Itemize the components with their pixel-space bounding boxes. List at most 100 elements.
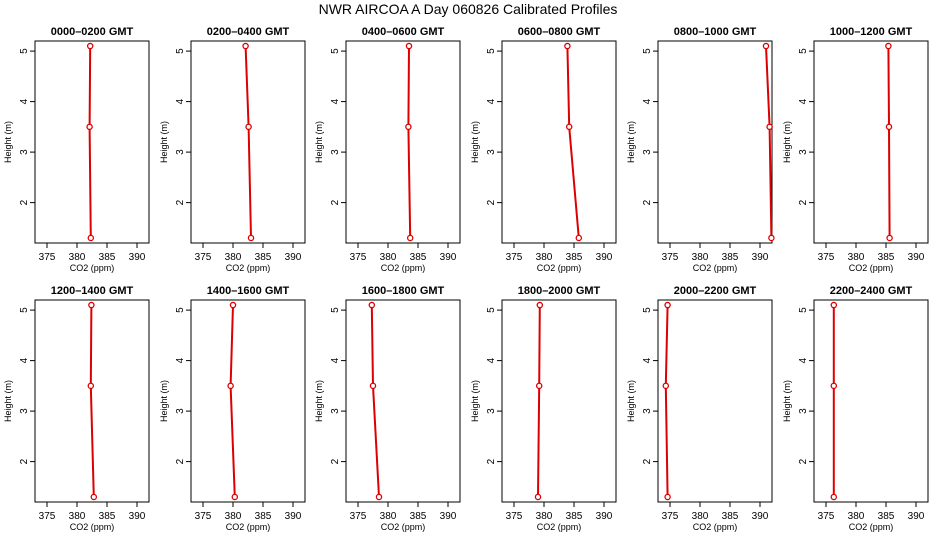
panel-6: 1000–1200 GMT 375 380 385 390 2 3 4 5 CO2 (ppm) He… [782, 26, 929, 273]
y-tick-label: 3 [486, 408, 497, 414]
panel-9: 1600–1800 GMT 375 380 385 390 2 3 4 5 CO2 (ppm) He… [314, 285, 461, 532]
x-tick-label: 385 [722, 252, 739, 263]
plot-frame [34, 299, 150, 503]
panel-1: 0000–0200 GMT 375 380 385 390 2 3 4 5 CO2 (ppm) He… [3, 26, 150, 273]
x-tick-label: 380 [69, 511, 86, 522]
y-axis-label: Height (m) [782, 121, 792, 163]
panel-11: 2000–2200 GMT 375 380 385 390 2 3 4 5 CO2 (ppm) He… [626, 285, 773, 532]
plot-frame [345, 40, 461, 244]
data-point [227, 382, 234, 390]
y-tick-label: 5 [486, 48, 497, 54]
data-point [406, 234, 414, 242]
y-tick-label: 2 [642, 458, 653, 464]
plot-frame [190, 40, 306, 244]
x-tick-label: 385 [878, 252, 895, 263]
profile-line [370, 305, 380, 498]
data-point [575, 234, 583, 242]
y-tick-label: 2 [19, 458, 30, 464]
x-tick-label: 375 [662, 511, 679, 522]
x-tick-label: 390 [440, 252, 457, 263]
data-point [368, 301, 376, 309]
x-tick-label: 385 [566, 511, 583, 522]
y-tick-label: 2 [175, 199, 186, 205]
x-tick-label: 375 [818, 511, 835, 522]
data-point [885, 42, 892, 50]
panel-title: 1000–1200 GMT [830, 26, 913, 38]
panel-4: 0600–0800 GMT 375 380 385 390 2 3 4 5 CO2 (ppm) He… [470, 26, 617, 273]
x-tick-label: 380 [536, 511, 553, 522]
plot-frame [657, 299, 773, 503]
y-axis-label: Height (m) [470, 121, 480, 163]
y-tick-label: 5 [19, 48, 30, 54]
x-tick-label: 390 [440, 511, 457, 522]
plot-frame [813, 299, 929, 503]
data-point [664, 301, 671, 309]
x-tick-label: 375 [195, 252, 212, 263]
y-axis-label: Height (m) [626, 121, 636, 163]
x-tick-label: 390 [596, 252, 613, 263]
profile-line [244, 46, 252, 238]
x-tick-label: 385 [566, 252, 583, 263]
y-tick-label: 3 [19, 149, 30, 155]
data-point [534, 493, 542, 501]
panel-title: 0200–0400 GMT [207, 26, 290, 38]
data-point [88, 301, 95, 309]
x-tick-label: 380 [380, 511, 397, 522]
data-point [830, 493, 838, 501]
x-axis-label: CO2 (ppm) [226, 263, 271, 273]
data-point [766, 123, 773, 131]
y-tick-label: 5 [330, 48, 341, 54]
y-tick-label: 4 [330, 98, 341, 104]
x-tick-label: 390 [908, 511, 925, 522]
data-point [229, 301, 237, 309]
y-tick-label: 4 [798, 357, 809, 363]
y-tick-label: 5 [798, 48, 809, 54]
panel-title: 1400–1600 GMT [207, 285, 290, 297]
y-axis-label: Height (m) [3, 121, 13, 163]
x-tick-label: 390 [908, 252, 925, 263]
data-point [242, 42, 249, 50]
panel-title: 0800–1000 GMT [674, 26, 757, 38]
plot-frame [501, 299, 617, 503]
data-point [830, 301, 838, 309]
y-tick-label: 5 [175, 48, 186, 54]
data-point [231, 493, 239, 501]
y-tick-label: 5 [642, 48, 653, 54]
panel-title: 0600–0800 GMT [518, 26, 601, 38]
y-tick-label: 4 [330, 357, 341, 363]
x-tick-label: 390 [752, 252, 769, 263]
data-point [762, 42, 770, 50]
plot-frame [345, 299, 461, 503]
y-tick-label: 2 [330, 199, 341, 205]
x-axis-label: CO2 (ppm) [70, 263, 115, 273]
panel-title: 0400–0600 GMT [362, 26, 445, 38]
x-axis-label: CO2 (ppm) [70, 522, 115, 532]
profile-line [89, 305, 95, 497]
y-tick-label: 5 [330, 307, 341, 313]
x-axis-label: CO2 (ppm) [537, 522, 582, 532]
y-tick-label: 3 [175, 408, 186, 414]
y-tick-label: 2 [486, 458, 497, 464]
x-axis-label: CO2 (ppm) [226, 522, 271, 532]
profile-line [887, 46, 891, 238]
panel-grid: 0000–0200 GMT 375 380 385 390 2 3 4 5 CO2 (ppm) He… [3, 26, 929, 532]
y-tick-label: 4 [19, 357, 30, 363]
x-tick-label: 375 [39, 252, 56, 263]
data-point [247, 234, 255, 242]
y-tick-label: 3 [798, 408, 809, 414]
panel-5: 0800–1000 GMT 375 380 385 390 2 3 4 5 CO2 (ppm) He… [626, 26, 775, 273]
x-tick-label: 380 [848, 511, 865, 522]
x-tick-label: 375 [506, 252, 523, 263]
x-axis-label: CO2 (ppm) [849, 522, 894, 532]
profile-line [566, 46, 580, 239]
x-tick-label: 375 [350, 252, 367, 263]
panel-10: 1800–2000 GMT 375 380 385 390 2 3 4 5 CO2 (ppm) He… [470, 285, 617, 532]
x-tick-label: 380 [380, 252, 397, 263]
data-point [830, 382, 838, 390]
x-tick-label: 390 [596, 511, 613, 522]
x-tick-label: 385 [255, 252, 272, 263]
y-tick-label: 2 [486, 199, 497, 205]
data-point [87, 234, 95, 242]
x-axis-label: CO2 (ppm) [693, 522, 738, 532]
